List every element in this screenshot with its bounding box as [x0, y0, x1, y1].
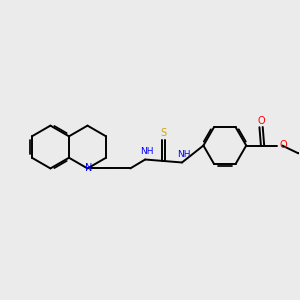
- Text: S: S: [160, 128, 166, 138]
- Text: N: N: [85, 163, 92, 172]
- Text: NH: NH: [140, 147, 154, 156]
- Text: O: O: [257, 116, 265, 126]
- Text: NH: NH: [177, 150, 191, 159]
- Text: O: O: [280, 140, 287, 150]
